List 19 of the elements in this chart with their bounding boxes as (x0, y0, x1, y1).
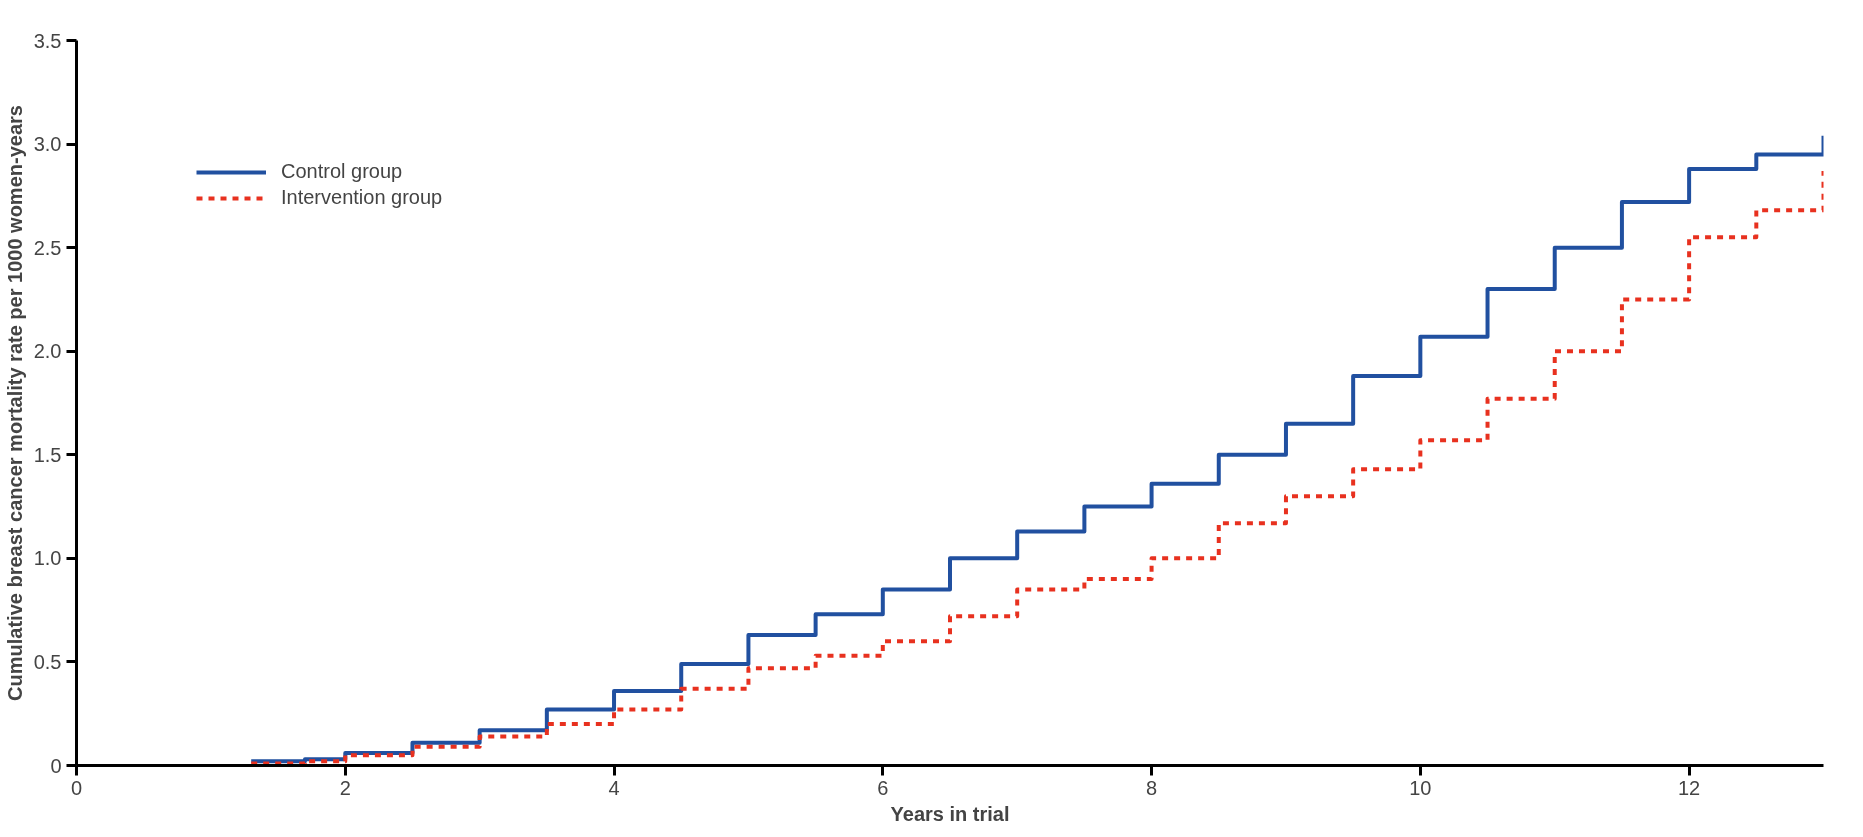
y-tick-label: 0 (50, 754, 62, 777)
y-tick-label: 3.0 (33, 133, 62, 156)
y-axis-title: Cumulative breast cancer mortality rate per 1000 women-years (3, 105, 26, 701)
y-tick-label: 1.0 (33, 547, 62, 570)
legend-label: Intervention group (281, 186, 443, 209)
y-tick-label: 1.5 (33, 443, 62, 466)
legend-label: Control group (281, 160, 403, 183)
x-tick-label: 4 (608, 776, 620, 799)
x-tick-label: 2 (339, 776, 351, 799)
x-tick-label: 6 (877, 776, 889, 799)
y-tick-label: 3.5 (33, 29, 62, 52)
x-tick-label: 10 (1409, 776, 1432, 799)
x-tick-label: 8 (1146, 776, 1158, 799)
x-tick-label: 0 (70, 776, 83, 799)
y-tick-label: 0.5 (33, 650, 62, 673)
y-tick-label: 2.0 (33, 340, 62, 363)
x-axis-title: Years in trial (890, 802, 1010, 825)
x-tick-label: 12 (1677, 776, 1701, 799)
y-tick-label: 2.5 (33, 236, 62, 259)
